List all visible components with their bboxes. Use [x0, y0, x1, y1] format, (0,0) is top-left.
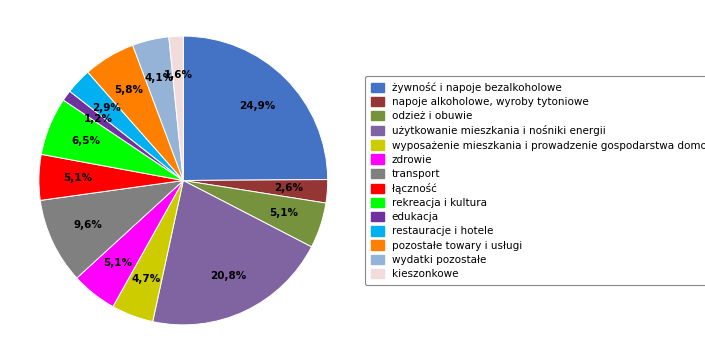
- Wedge shape: [183, 179, 328, 203]
- Text: 20,8%: 20,8%: [210, 271, 246, 281]
- Text: 2,6%: 2,6%: [274, 183, 303, 193]
- Legend: żywność i napoje bezalkoholowe, napoje alkoholowe, wyroby tytoniowe, odzież i ob: żywność i napoje bezalkoholowe, napoje a…: [364, 76, 705, 285]
- Text: 5,1%: 5,1%: [269, 208, 298, 218]
- Text: 4,7%: 4,7%: [131, 274, 161, 284]
- Text: 4,1%: 4,1%: [145, 73, 174, 83]
- Wedge shape: [40, 180, 183, 278]
- Text: 24,9%: 24,9%: [240, 101, 276, 111]
- Wedge shape: [70, 72, 183, 180]
- Text: 5,1%: 5,1%: [104, 258, 133, 268]
- Wedge shape: [183, 180, 326, 247]
- Text: 1,2%: 1,2%: [83, 114, 113, 123]
- Text: 6,5%: 6,5%: [71, 136, 100, 146]
- Wedge shape: [39, 155, 183, 200]
- Wedge shape: [42, 100, 183, 180]
- Wedge shape: [133, 37, 183, 180]
- Wedge shape: [153, 180, 312, 325]
- Text: 9,6%: 9,6%: [73, 220, 102, 230]
- Text: 2,9%: 2,9%: [92, 103, 121, 113]
- Wedge shape: [183, 36, 328, 180]
- Wedge shape: [168, 36, 183, 180]
- Text: 1,6%: 1,6%: [164, 70, 192, 80]
- Wedge shape: [63, 91, 183, 180]
- Wedge shape: [113, 180, 183, 322]
- Text: 5,8%: 5,8%: [115, 85, 144, 95]
- Wedge shape: [88, 45, 183, 180]
- Text: 5,1%: 5,1%: [63, 173, 92, 183]
- Wedge shape: [77, 180, 183, 306]
